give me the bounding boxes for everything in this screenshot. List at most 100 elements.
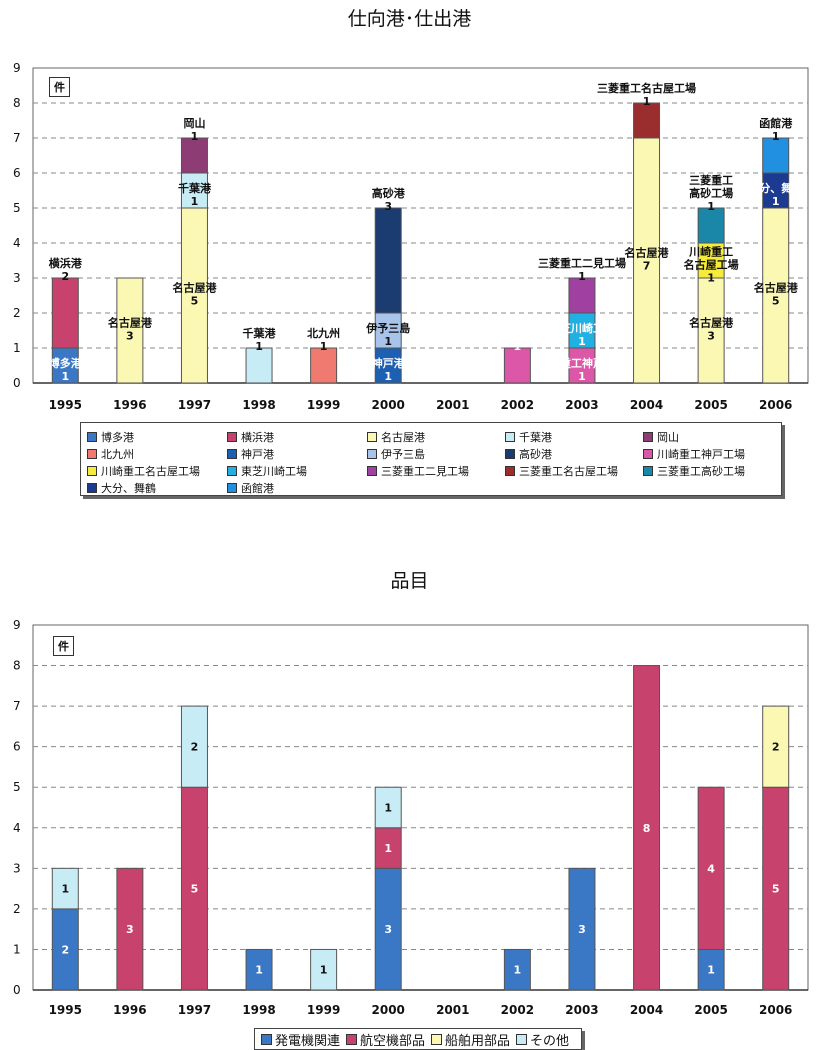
chart1-y-tick-label: 7 [13,131,21,145]
chart2-x-tick-label: 1997 [178,1003,211,1017]
chart2-segment-value: 2 [772,741,780,754]
chart1-unit-label: 件 [49,77,70,97]
chart2-legend-item: 航空機部品 [346,1030,425,1049]
chart1-segment-label: 博多港 [49,356,83,370]
chart1-legend-item: 三菱重工名古屋工場 [505,463,618,479]
chart1-x-tick-label: 1999 [307,398,340,412]
legend-label: 大分、舞鶴 [101,482,156,495]
chart1-bar-segment [762,172,790,209]
chart1-legend-item: 函館港 [227,480,274,496]
legend-swatch [227,449,237,459]
chart2-segment-value: 4 [707,862,715,875]
chart2-x-tick-label: 1995 [49,1003,82,1017]
chart1-segment-value: 1 [707,200,715,213]
chart1-x-tick-label: 1995 [49,398,82,412]
chart1-legend-item: 三菱重工高砂工場 [643,463,745,479]
chart2-bar-segment [633,665,661,991]
chart1-bar-segment [762,207,790,384]
chart2-bar-segment [374,867,402,991]
legend-swatch [516,1033,528,1045]
chart1-bar-segment [310,347,338,384]
chart1-segment-label: 名古屋港 [689,316,734,330]
legend-label: 横浜港 [241,431,274,444]
chart1-segment-label: 高砂港 [372,186,406,200]
chart1-y-tick-label: 4 [13,236,21,250]
legend-swatch [367,432,377,442]
chart1-bar-segment [697,207,725,244]
chart1-segment-label: 伊予三島 [365,321,410,335]
chart1-segment-value: 3 [126,330,134,343]
chart2-segment-value: 8 [643,822,651,835]
chart1-x-tick-label: 1998 [242,398,275,412]
legend-swatch [643,449,653,459]
chart1-x-tick-label: 1997 [178,398,211,412]
legend-label: 川崎重工神戸工場 [657,448,745,461]
legend-label: 高砂港 [519,448,552,461]
legend-label: 東芝川崎工場 [241,465,307,478]
chart1-y-tick-label: 8 [13,96,21,110]
chart1-segment-value: 1 [578,370,586,383]
chart1-segment-value: 1 [514,340,522,353]
chart2-title: 品目 [390,570,429,592]
legend-label: 船舶用部品 [445,1033,511,1049]
legend-swatch [367,449,377,459]
chart1-segment-value: 1 [191,130,199,143]
chart2-bar-segment [245,948,273,991]
chart1-legend-item: 北九州 [87,446,134,462]
chart1-bar-segment [51,347,79,384]
chart1-segment-label: 三菱重工 [689,173,733,187]
legend-label: 航空機部品 [360,1033,426,1049]
chart1-y-tick-label: 0 [13,376,21,390]
chart2-bar-segment [697,786,725,950]
legend-label: 岡山 [657,431,679,444]
chart1-segment-label: 名古屋港 [108,316,153,330]
legend-swatch [505,432,515,442]
chart2-segment-value: 5 [191,883,199,896]
chart1-bar-segment [245,347,273,384]
chart1-segment-label: 名古屋港 [172,281,217,295]
chart2-y-tick-label: 0 [13,983,21,997]
chart1-bar-segment [762,137,790,174]
chart2-bar-segment [116,867,144,991]
legend-swatch [643,466,653,476]
legend-swatch [227,432,237,442]
chart2-x-tick-label: 2002 [501,1003,534,1017]
chart1-segment-label: 東芝川崎工場 [549,321,615,335]
legend-label: 千葉港 [519,431,552,444]
chart2-y-tick-label: 2 [13,902,21,916]
chart2-segment-value: 1 [707,964,715,977]
chart1-segment-value: 1 [191,195,199,208]
chart2-y-tick-label: 5 [13,780,21,794]
chart1-bar-segment [568,347,596,384]
chart1-bar-segment [633,137,661,384]
chart2-segment-value: 1 [61,883,69,896]
legend-swatch [227,483,237,493]
chart2-legend-item: 発電機関連 [261,1030,340,1049]
chart1-bar-segment [51,277,79,349]
chart1-legend-item: 高砂港 [505,446,552,462]
chart1-segment-label: 名古屋工場 [684,258,739,272]
chart2-x-tick-label: 2001 [436,1003,469,1017]
chart2-legend: 発電機関連 航空機部品 船舶用部品 その他 [254,1028,583,1050]
legend-label: 伊予三島 [381,448,425,461]
chart2-y-tick-label: 7 [13,699,21,713]
legend-swatch [261,1033,272,1045]
chart1-segment-label: 神戸工場 [495,326,539,340]
legend-swatch [87,432,97,442]
chart1-segment-label: 三菱重工名古屋工場 [597,81,696,95]
chart1-segment-label: 函館港 [759,116,793,130]
legend-swatch [367,466,377,476]
chart2-segment-value: 1 [320,964,328,977]
chart1-bar-segment [180,172,208,209]
chart1-segment-label: 横浜港 [49,256,83,270]
chart1-segment-value: 1 [578,335,586,348]
chart2-y-tick-label: 9 [13,618,21,632]
legend-label: 北九州 [101,448,134,461]
chart2-x-tick-label: 2000 [372,1003,405,1017]
chart1-y-tick-label: 9 [13,61,21,75]
chart1-x-tick-label: 2001 [436,398,469,412]
chart1-y-tick-label: 2 [13,306,21,320]
chart2-segment-value: 3 [578,923,586,936]
chart1-bar-segment [374,312,402,349]
legend-label: 三菱重工二見工場 [381,465,469,478]
